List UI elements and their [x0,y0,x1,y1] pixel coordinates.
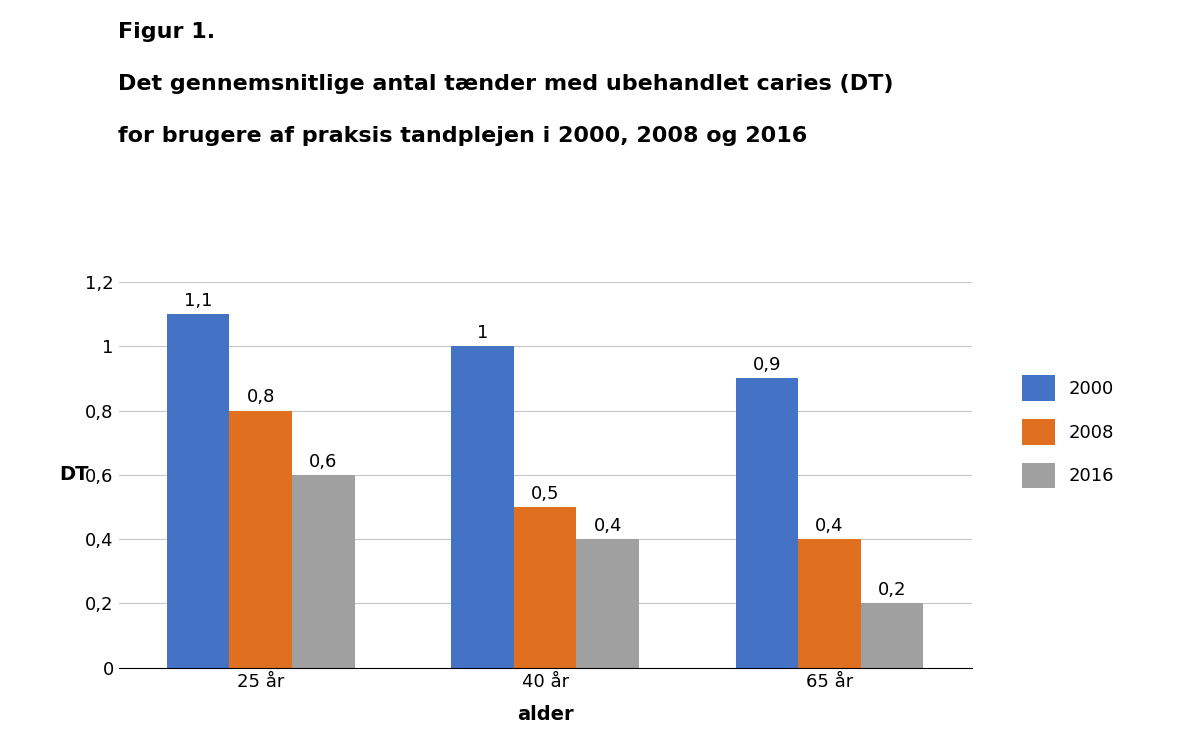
Bar [514,507,576,668]
Text: 0,4: 0,4 [815,517,844,535]
Y-axis label: DT: DT [59,465,89,485]
Text: Det gennemsnitlige antal tænder med ubehandlet caries (DT): Det gennemsnitlige antal tænder med ubeh… [118,74,893,94]
Bar [451,347,514,668]
Text: 0,6: 0,6 [309,453,338,470]
Text: 0,2: 0,2 [878,581,907,600]
Legend: 2000, 2008, 2016: 2000, 2008, 2016 [1014,368,1122,496]
Text: 0,8: 0,8 [246,388,275,407]
Text: 0,5: 0,5 [531,485,559,503]
Bar [292,475,354,668]
Bar [736,378,799,668]
Text: 1,1: 1,1 [184,292,212,310]
Bar [576,539,639,668]
Text: 1: 1 [476,324,488,342]
Text: 0,9: 0,9 [752,356,781,374]
Bar [167,314,230,668]
Text: 0,4: 0,4 [594,517,622,535]
X-axis label: alder: alder [517,705,574,723]
Bar [799,539,860,668]
Bar [860,603,923,668]
Text: for brugere af praksis tandplejen i 2000, 2008 og 2016: for brugere af praksis tandplejen i 2000… [118,126,808,146]
Text: Figur 1.: Figur 1. [118,22,216,42]
Bar [230,410,292,668]
